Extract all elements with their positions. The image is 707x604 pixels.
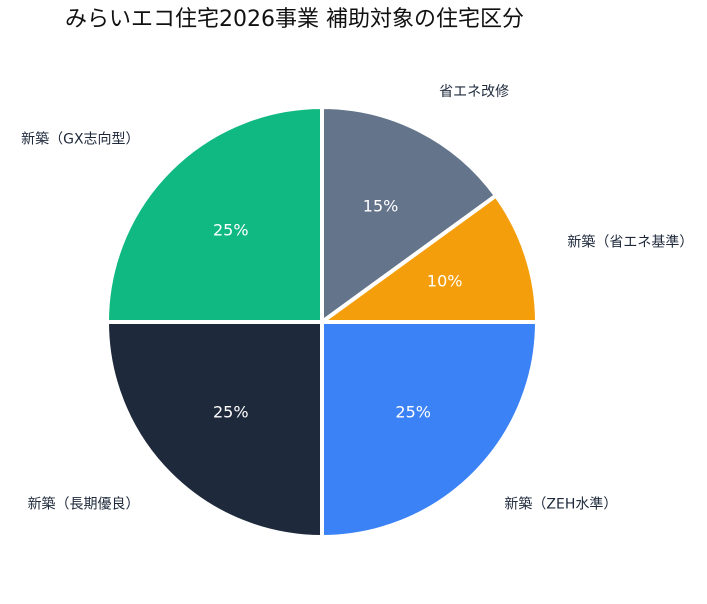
pie-slice — [320, 104, 499, 326]
value-label: 25% — [395, 403, 431, 422]
category-label: 新築（長期優良） — [28, 496, 140, 512]
pie-slice — [315, 192, 540, 324]
category-label: 新築（ZEH水準） — [504, 496, 617, 512]
category-label: 省エネ改修 — [439, 84, 509, 100]
value-label: 15% — [363, 197, 399, 216]
chart-title: みらいエコ住宅2026事業 補助対象の住宅区分 — [65, 7, 524, 32]
value-label: 25% — [213, 220, 249, 239]
pie-slice — [320, 320, 540, 540]
pie-slice — [104, 104, 324, 324]
category-label: 新築（省エネ基準） — [567, 233, 693, 250]
value-label: 10% — [427, 272, 463, 291]
value-label: 25% — [213, 403, 249, 422]
category-label: 新築（GX志向型） — [21, 132, 139, 148]
pie-slice — [104, 320, 324, 540]
